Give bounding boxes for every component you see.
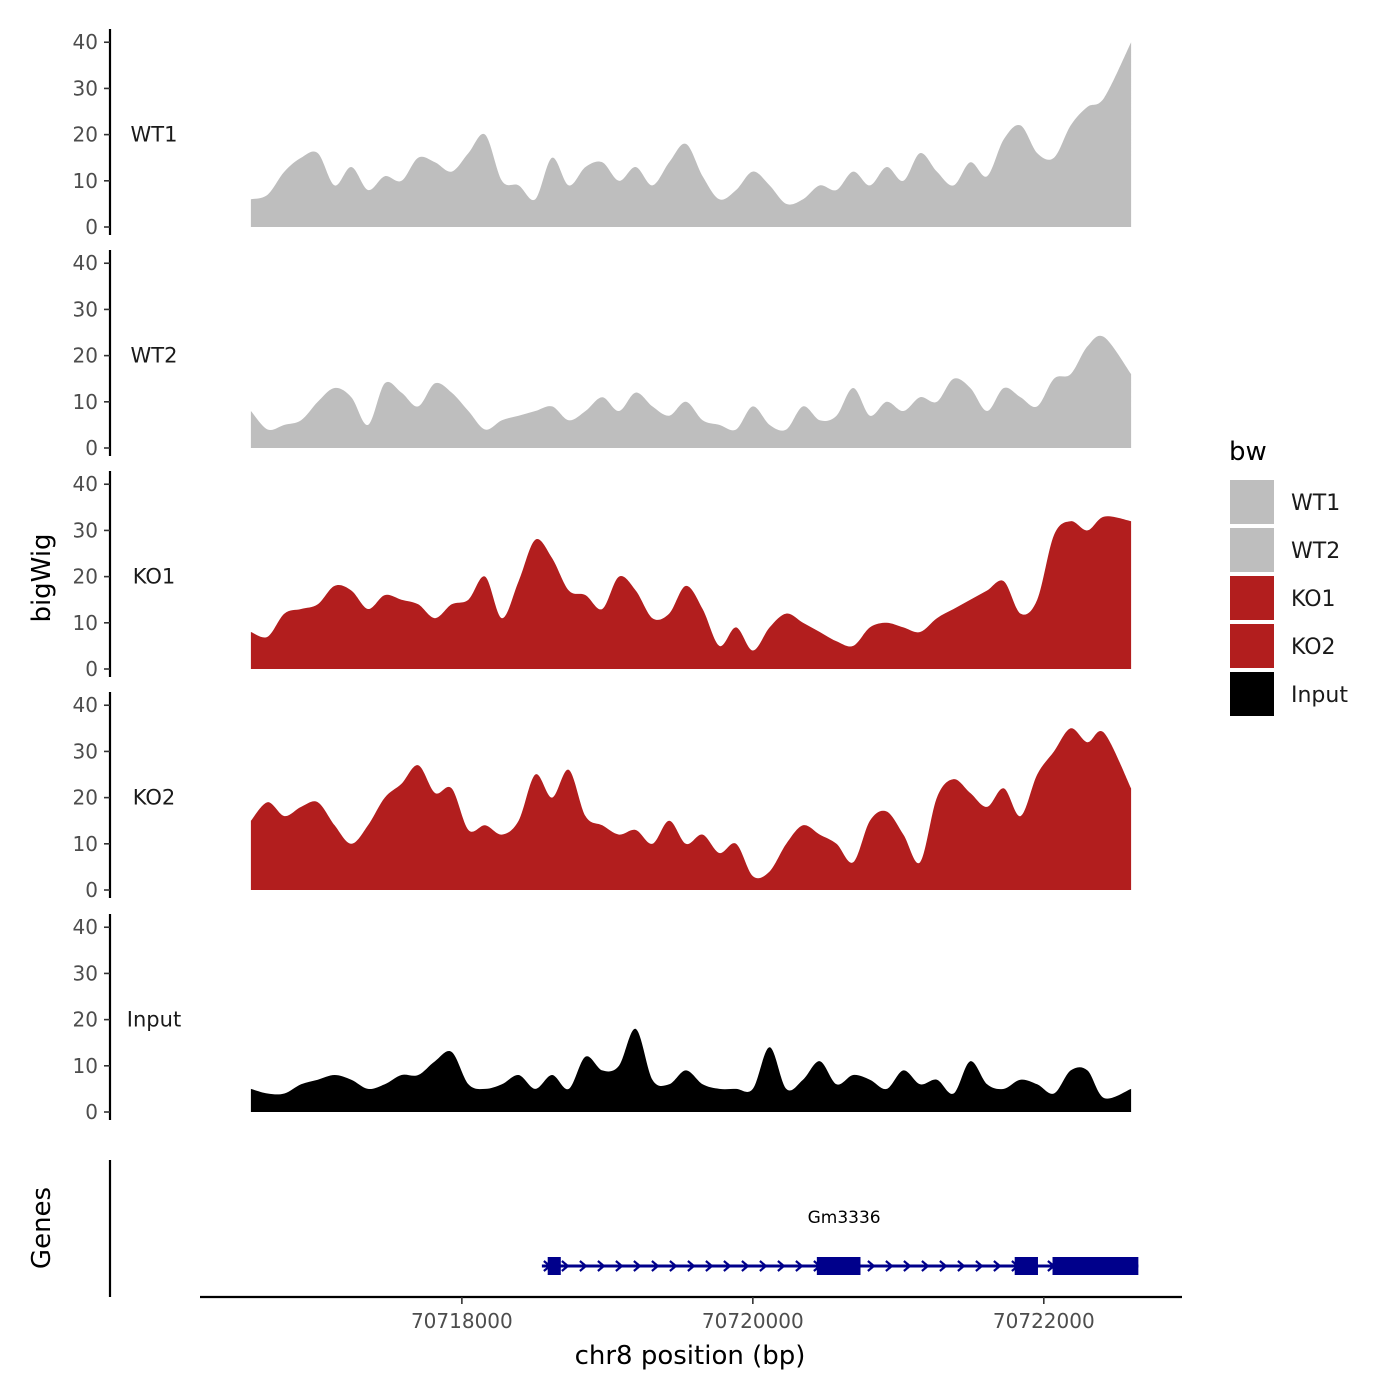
legend-label: KO1 [1291, 587, 1336, 612]
strand-arrow [741, 1260, 750, 1272]
x-tick-label: 70720000 [702, 1309, 804, 1333]
gene-exon [1052, 1257, 1139, 1275]
strand-arrow [597, 1260, 606, 1272]
area-input [250, 1028, 1132, 1112]
y-tick-label: 10 [73, 390, 98, 414]
track-label: Input [127, 1008, 181, 1032]
strand-arrow [615, 1260, 624, 1272]
tracks-layer: 0 10 20 30 40 WT1 0 10 20 30 40 WT2 0 10 20 30 40 KO1 0 10 2… [73, 29, 1132, 1124]
legend-label: WT2 [1291, 539, 1340, 564]
strand-arrow [885, 1260, 894, 1272]
x-tick-label: 70722000 [993, 1309, 1095, 1333]
legend-label: WT1 [1291, 491, 1340, 516]
strand-arrow [579, 1260, 588, 1272]
y-tick-label: 40 [73, 472, 98, 496]
legend-swatch [1230, 576, 1274, 620]
legend-item: KO2 [1230, 624, 1336, 668]
x-tick-label: 70718000 [411, 1309, 513, 1333]
x-axis-title: chr8 position (bp) [575, 1341, 806, 1371]
track-label: WT2 [131, 344, 178, 368]
strand-arrow [669, 1260, 678, 1272]
strand-arrow [777, 1260, 786, 1272]
legend-title: bw [1229, 437, 1267, 467]
legend-swatch [1230, 480, 1274, 524]
y-tick-label: 10 [73, 1054, 98, 1078]
genes-track-title: Genes [27, 1187, 57, 1269]
y-tick-label: 30 [73, 76, 98, 100]
strand-arrow [939, 1260, 948, 1272]
legend-label: Input [1291, 683, 1348, 708]
y-tick-label: 0 [85, 657, 98, 681]
y-tick-label: 20 [73, 565, 98, 589]
track-label: KO1 [133, 565, 176, 589]
strand-arrow [921, 1260, 930, 1272]
legend-label: KO2 [1291, 635, 1336, 660]
area-wt2 [250, 335, 1132, 448]
strand-arrow [993, 1260, 1002, 1272]
strand-arrow [561, 1260, 570, 1272]
area-ko1 [250, 516, 1132, 669]
y-tick-label: 20 [73, 786, 98, 810]
area-ko2 [250, 728, 1132, 890]
strand-arrow [975, 1260, 984, 1272]
legend-item: Input [1230, 672, 1348, 716]
y-tick-label: 0 [85, 436, 98, 460]
y-tick-label: 40 [73, 693, 98, 717]
strand-arrow [795, 1260, 804, 1272]
track-label: KO2 [133, 786, 176, 810]
legend-swatch [1230, 528, 1274, 572]
track-wt2: 0 10 20 30 40 WT2 [73, 250, 1132, 460]
strand-arrow [723, 1260, 732, 1272]
strand-arrow [651, 1260, 660, 1272]
y-axis-title: bigWig [27, 533, 57, 622]
y-tick-label: 30 [73, 961, 98, 985]
y-tick-label: 40 [73, 251, 98, 275]
strand-arrow [633, 1260, 642, 1272]
gene-exon [816, 1257, 861, 1275]
track-label: WT1 [131, 123, 178, 147]
strand-arrow [957, 1260, 966, 1272]
y-tick-label: 0 [85, 215, 98, 239]
strand-arrow [903, 1260, 912, 1272]
gene-name-label: Gm3336 [808, 1208, 881, 1228]
y-tick-label: 20 [73, 344, 98, 368]
y-tick-label: 30 [73, 518, 98, 542]
gene-exon [547, 1257, 561, 1275]
track-wt1: 0 10 20 30 40 WT1 [73, 29, 1132, 239]
strand-arrow [687, 1260, 696, 1272]
y-tick-label: 30 [73, 739, 98, 763]
track-ko2: 0 10 20 30 40 KO2 [73, 692, 1132, 902]
gene-exon [1014, 1257, 1038, 1275]
strand-arrow [705, 1260, 714, 1272]
legend-swatch [1230, 624, 1274, 668]
y-tick-label: 40 [73, 915, 98, 939]
x-axis: 70718000 70720000 70722000 [200, 1295, 1182, 1333]
y-tick-label: 10 [73, 832, 98, 856]
track-input: 0 10 20 30 40 Input [73, 914, 1132, 1124]
legend-swatch [1230, 672, 1274, 716]
strand-arrow [867, 1260, 876, 1272]
legend-item: KO1 [1230, 576, 1336, 620]
legend-item: WT1 [1230, 480, 1340, 524]
gene-model: Gm3336 [541, 1208, 1139, 1275]
area-wt1 [250, 42, 1132, 228]
y-tick-label: 20 [73, 123, 98, 147]
y-tick-label: 0 [85, 1100, 98, 1124]
y-tick-label: 10 [73, 611, 98, 635]
y-tick-label: 40 [73, 30, 98, 54]
genes-track: Gm3336 [108, 1160, 1139, 1297]
y-tick-label: 30 [73, 297, 98, 321]
y-tick-label: 0 [85, 878, 98, 902]
legend: bw WT1 WT2 KO1 KO2 Input [1229, 437, 1348, 716]
strand-arrow [759, 1260, 768, 1272]
y-tick-label: 20 [73, 1008, 98, 1032]
y-tick-label: 10 [73, 169, 98, 193]
track-ko1: 0 10 20 30 40 KO1 [73, 471, 1132, 681]
legend-item: WT2 [1230, 528, 1340, 572]
